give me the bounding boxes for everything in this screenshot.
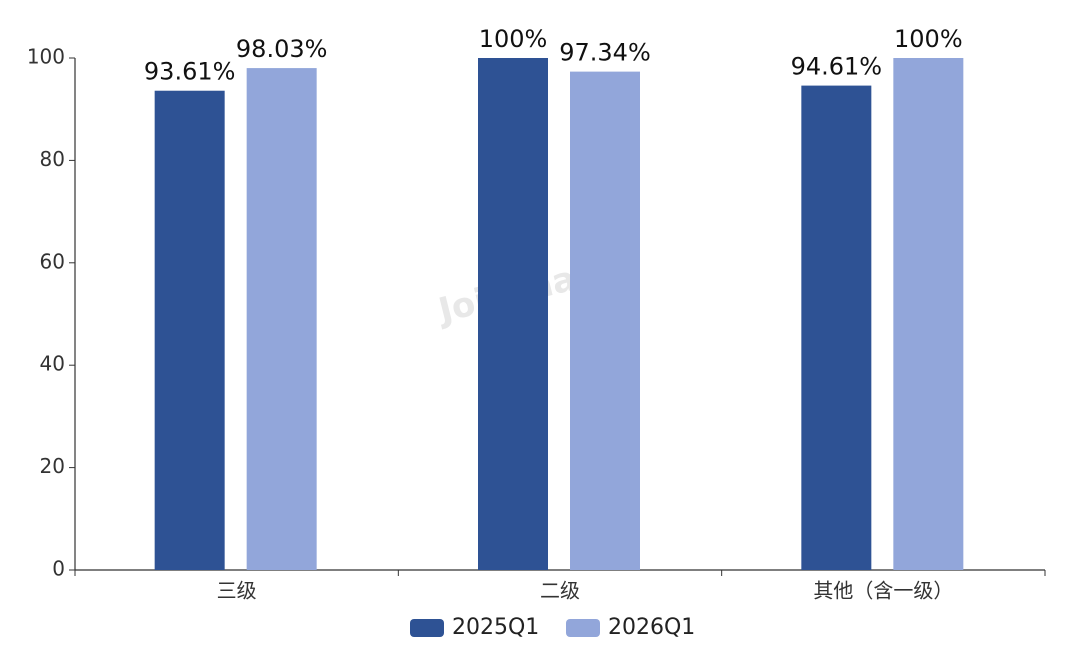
value-label: 98.03% [236,35,328,63]
bar [893,58,964,570]
y-tick-label: 60 [40,249,65,273]
bar [246,68,317,571]
bar [478,58,548,570]
value-label: 94.61% [791,53,883,81]
y-tick-label: 100 [27,45,65,69]
value-label: 100% [894,25,963,53]
value-label: 97.34% [559,39,651,67]
bar [154,90,225,570]
y-tick-label: 20 [40,454,65,478]
y-tick-label: 40 [40,352,65,376]
legend-swatch [410,619,444,637]
bar [801,85,872,570]
legend-label: 2025Q1 [452,615,539,640]
y-tick-label: 80 [40,147,65,171]
value-label: 93.61% [144,58,236,86]
x-tick-label: 二级 [540,579,580,603]
bar [570,71,640,570]
legend-label: 2026Q1 [608,615,695,640]
y-tick-label: 0 [52,557,65,581]
legend-swatch [566,619,600,637]
value-label: 100% [479,25,548,53]
x-tick-label: 三级 [217,579,257,603]
x-tick-label: 其他（含一级） [813,579,953,603]
